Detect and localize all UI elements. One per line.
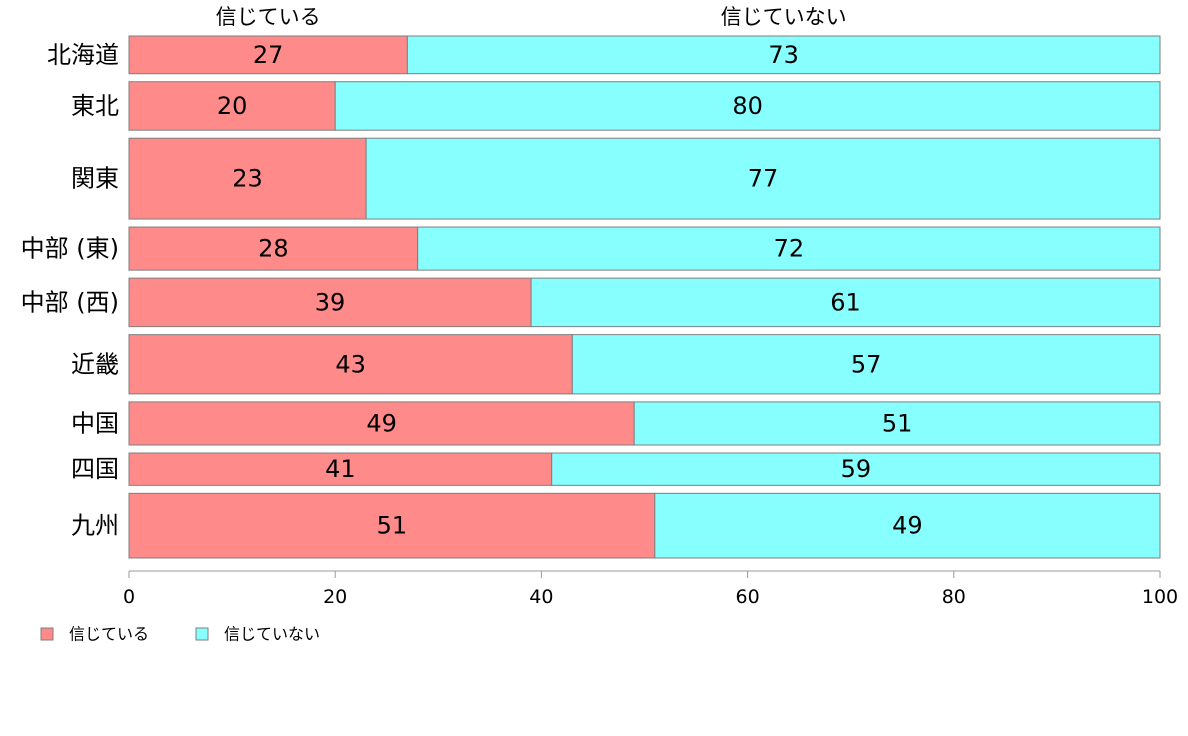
- category-label: 九州: [71, 512, 119, 540]
- bar-segment-not-believe: [571, 334, 1161, 395]
- bar-value-label: 57: [851, 350, 882, 378]
- bar-segment-believe: [128, 35, 408, 75]
- bar-value-label: 23: [232, 165, 263, 193]
- category-label: 四国: [71, 455, 119, 483]
- x-tick-label: 80: [942, 586, 966, 608]
- category-label: 関東: [71, 165, 119, 193]
- x-tick-label: 100: [1142, 586, 1178, 608]
- bar-value-label: 28: [258, 235, 289, 263]
- category-label: 中国: [71, 409, 119, 437]
- bar-value-label: 51: [377, 512, 408, 540]
- bars: 27 73 20 80 23 77 28 72 39 61 43 57 49 51 41 59 51 49: [128, 35, 1161, 559]
- x-tick-label: 0: [123, 586, 135, 608]
- category-label: 中部 (東): [21, 235, 119, 263]
- bar-value-label: 27: [253, 41, 284, 69]
- bar-value-label: 61: [830, 288, 861, 316]
- bar-value-label: 41: [325, 455, 356, 483]
- bar-segment-believe: [128, 137, 367, 220]
- category-label: 近畿: [71, 350, 119, 378]
- legend-label: 信じていない: [224, 625, 320, 644]
- top-series-label: 信じていない: [721, 5, 847, 29]
- legend-label: 信じている: [69, 625, 149, 644]
- bar-value-label: 39: [315, 288, 346, 316]
- bar-segment-not-believe: [654, 492, 1161, 559]
- x-tick-label: 20: [323, 586, 347, 608]
- bar-value-label: 51: [882, 409, 913, 437]
- bar-value-label: 77: [748, 165, 779, 193]
- bar-segment-not-believe: [334, 81, 1161, 131]
- bar-segment-believe: [128, 492, 656, 559]
- bar-value-label: 80: [732, 92, 763, 120]
- bar-value-label: 20: [217, 92, 248, 120]
- bar-value-label: 73: [768, 41, 799, 69]
- x-tick-label: 40: [529, 586, 553, 608]
- bar-segment-not-believe: [406, 35, 1161, 75]
- category-label: 北海道: [47, 41, 119, 69]
- bar-value-label: 72: [774, 235, 805, 263]
- top-series-label: 信じている: [216, 5, 321, 29]
- bar-segment-believe: [128, 81, 336, 131]
- bar-value-label: 59: [841, 455, 872, 483]
- category-label: 東北: [71, 92, 119, 120]
- bar-segment-believe: [128, 277, 532, 328]
- bar-segment-believe: [128, 226, 419, 271]
- top-series-labels: 信じている 信じていない: [216, 5, 847, 29]
- bar-segment-not-believe: [530, 277, 1161, 328]
- bar-value-label: 49: [366, 409, 397, 437]
- x-tick-label: 60: [736, 586, 760, 608]
- legend-swatch: [40, 627, 54, 641]
- legend: 信じている 信じていない: [40, 625, 320, 644]
- bar-value-label: 49: [892, 512, 923, 540]
- category-label: 中部 (西): [21, 288, 119, 316]
- bar-value-label: 43: [335, 350, 366, 378]
- bar-segment-not-believe: [417, 226, 1161, 271]
- bar-segment-not-believe: [633, 401, 1161, 446]
- bar-segment-not-believe: [551, 452, 1161, 486]
- x-axis: 0 20 40 60 80 100: [123, 570, 1178, 608]
- bar-segment-believe: [128, 401, 635, 446]
- legend-swatch: [195, 627, 209, 641]
- bar-segment-not-believe: [365, 137, 1161, 220]
